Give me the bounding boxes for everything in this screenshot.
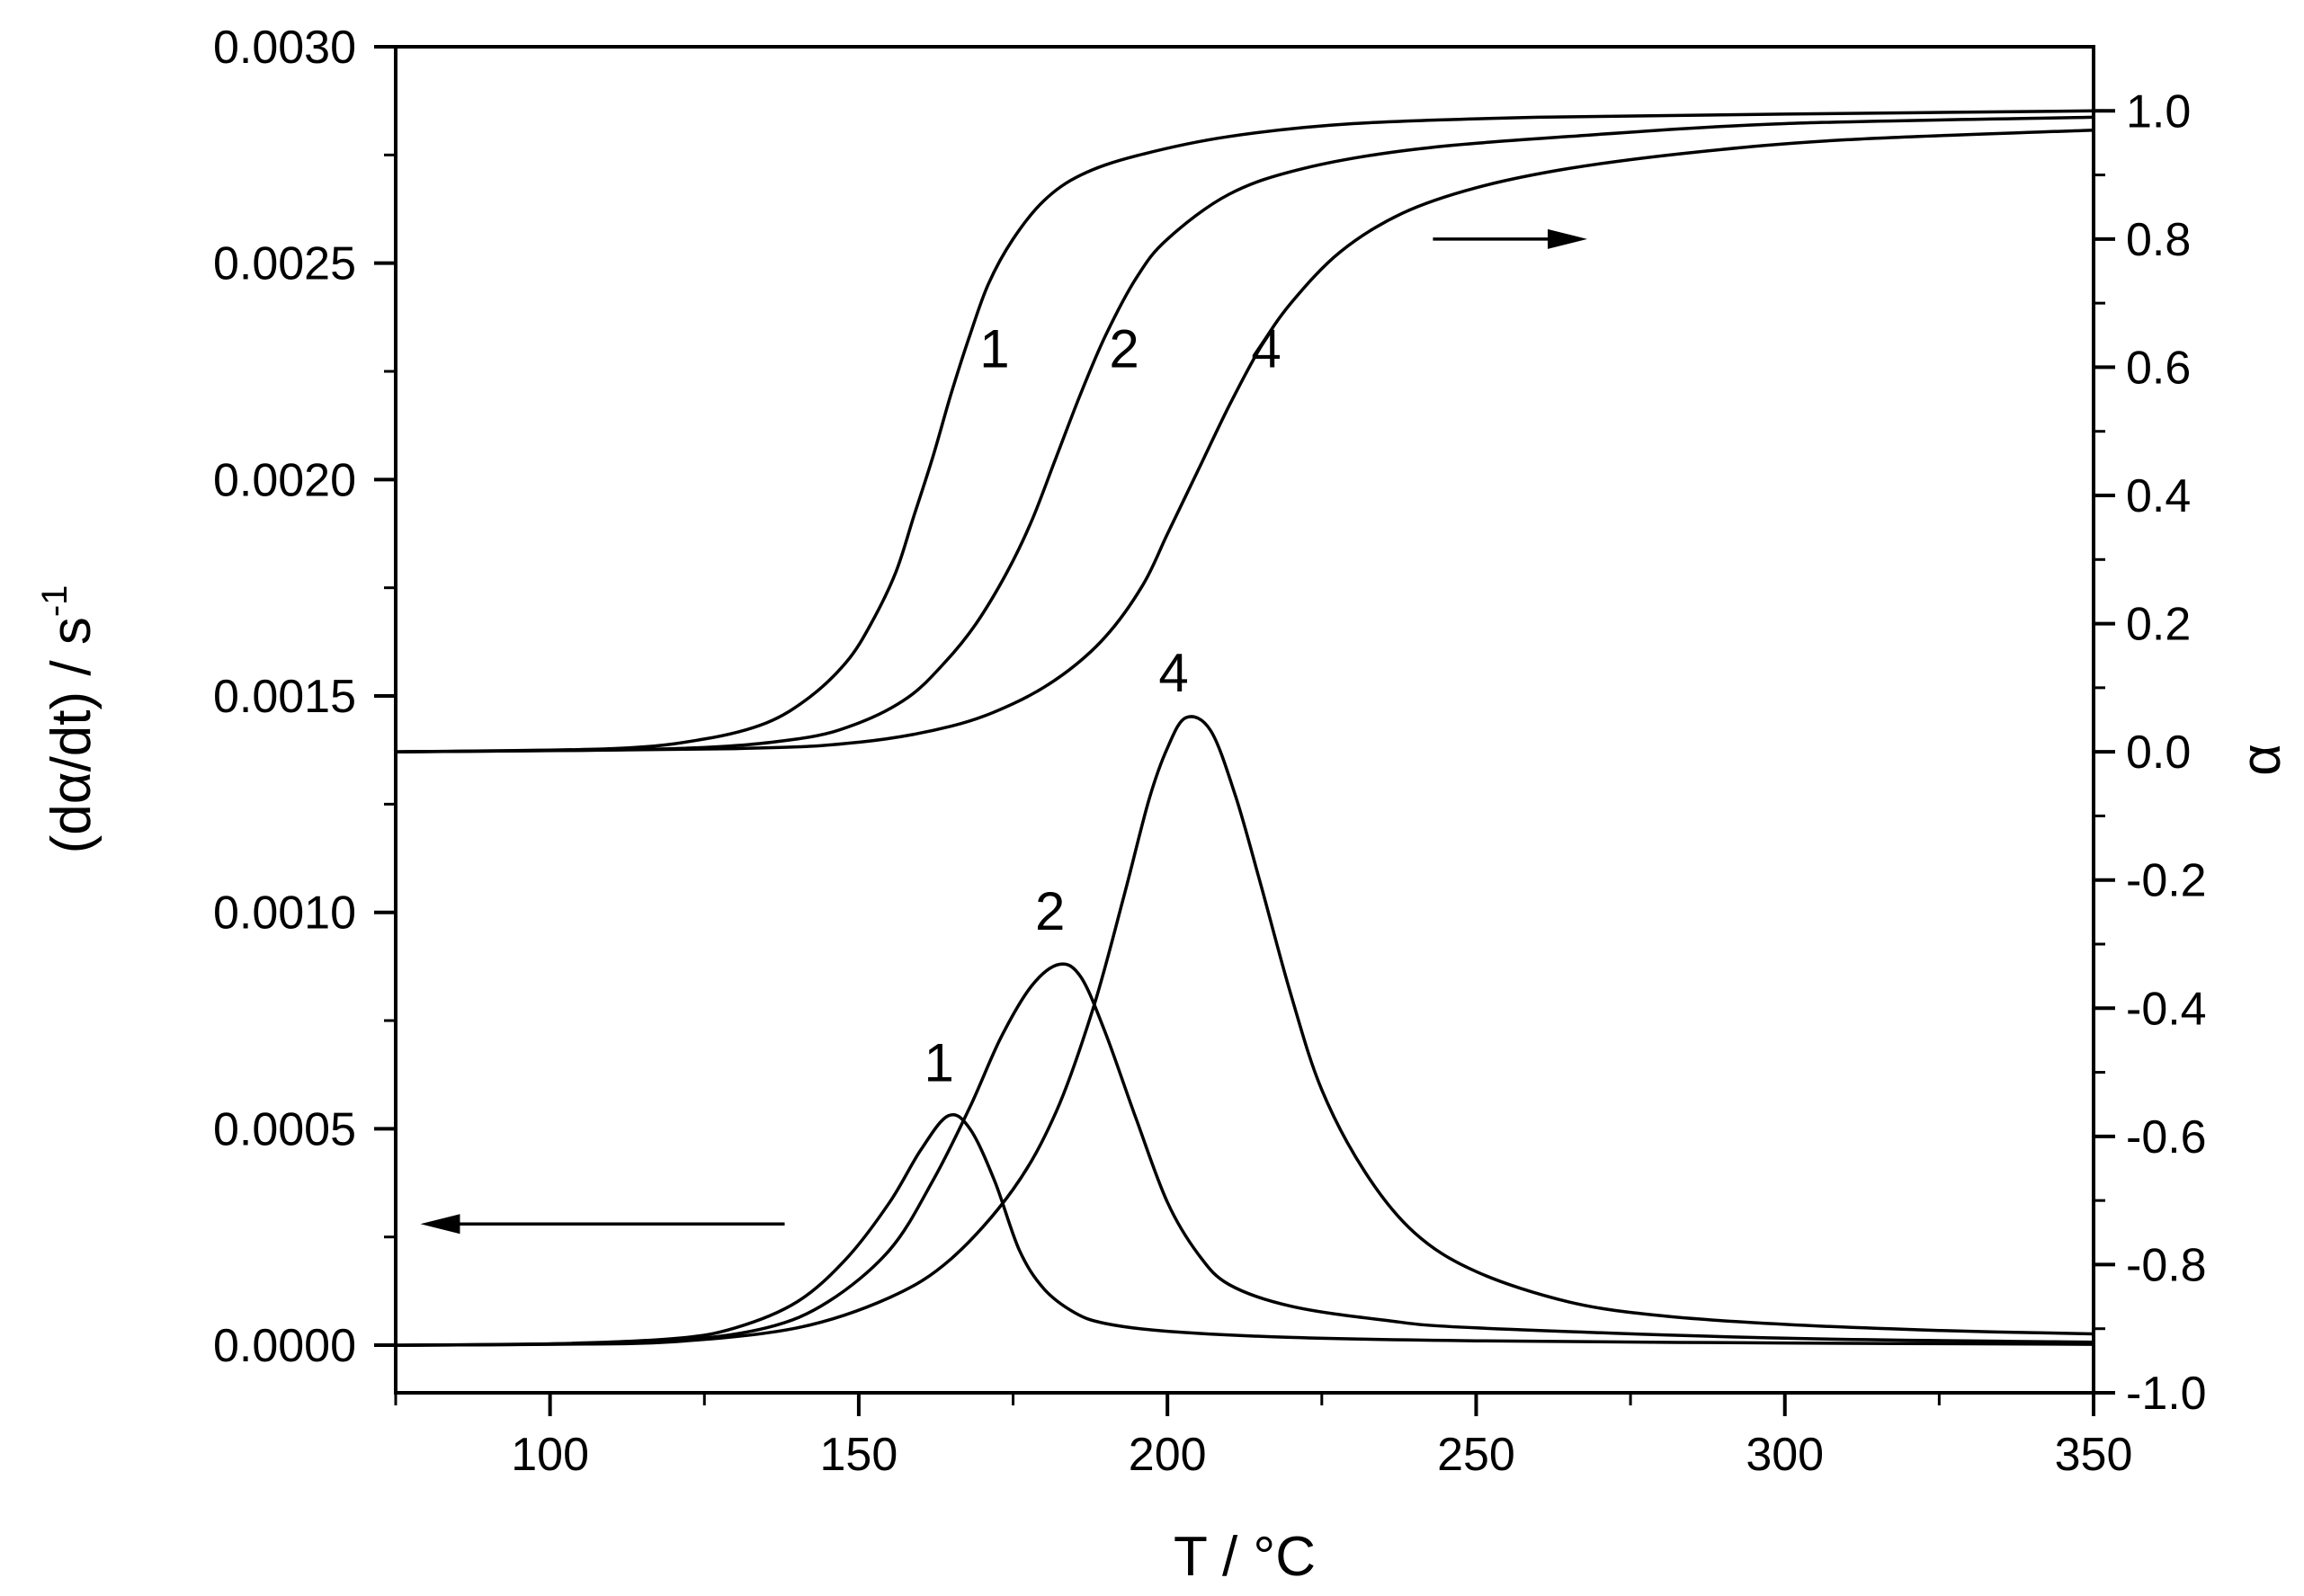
y-left-axis-title-main: (dα/dt) / s xyxy=(40,617,103,853)
plot-frame xyxy=(394,45,2095,1395)
alpha-series-2 xyxy=(395,115,2094,753)
x-tick-label: 100 xyxy=(511,1429,589,1481)
x-tick-label: 350 xyxy=(2055,1429,2133,1481)
y-right-axis-title: α xyxy=(2230,744,2292,776)
ticks-layer: 100 150 200 250 300 3500.00000.00050.00100.00… xyxy=(213,22,2207,1481)
alpha-series-1 xyxy=(395,109,2094,753)
y-right-tick-label: 0.4 xyxy=(2126,470,2191,522)
rate-series-2 xyxy=(395,962,2094,1347)
y-left-tick-label: 0.0020 xyxy=(213,454,356,506)
y-right-tick-label: 0.2 xyxy=(2126,599,2191,651)
curve-label-left-4: 4 xyxy=(1158,643,1188,703)
x-tick-label: 250 xyxy=(1437,1429,1515,1481)
y-left-tick-label: 0.0030 xyxy=(213,22,356,74)
arrow-to-left-axis-head xyxy=(420,1214,460,1235)
y-right-tick-label: 0.0 xyxy=(2126,727,2191,779)
rate-series-1 xyxy=(395,1113,2094,1347)
alpha-series-4 xyxy=(395,128,2094,753)
y-left-tick-label: 0.0015 xyxy=(213,671,356,723)
y-right-tick-label: 1.0 xyxy=(2126,85,2191,138)
y-right-tick-label: -0.2 xyxy=(2126,855,2207,907)
x-tick-label: 300 xyxy=(1746,1429,1824,1481)
arrow-to-right-axis-head xyxy=(1548,228,1588,249)
x-tick-label: 200 xyxy=(1129,1429,1207,1481)
curve-label-right-2: 2 xyxy=(1109,318,1139,379)
y-left-axis-title: (dα/dt) / s-1 xyxy=(35,585,103,854)
y-left-axis-title-superscript: -1 xyxy=(35,585,75,618)
y-left-tick-label: 0.0005 xyxy=(213,1103,356,1155)
x-tick-label: 150 xyxy=(820,1429,898,1481)
y-left-tick-label: 0.0000 xyxy=(213,1320,356,1372)
series-layer xyxy=(395,109,2094,1347)
y-left-tick-label: 0.0010 xyxy=(213,887,356,940)
y-right-tick-label: -0.8 xyxy=(2126,1239,2207,1291)
curve-label-right-1: 1 xyxy=(979,318,1009,379)
y-right-tick-label: 0.8 xyxy=(2126,214,2191,266)
curve-label-right-4: 4 xyxy=(1251,318,1281,379)
y-right-tick-label: -0.4 xyxy=(2126,983,2207,1035)
x-axis-title: T / °C xyxy=(1174,1526,1316,1588)
y-right-tick-label: -0.6 xyxy=(2126,1111,2207,1164)
y-right-tick-label: -1.0 xyxy=(2126,1368,2207,1420)
annotation-layer: 1 2 4 1 2 4 xyxy=(420,228,1588,1235)
rate-series-4 xyxy=(395,715,2094,1347)
y-left-tick-label: 0.0025 xyxy=(213,238,356,290)
y-right-tick-label: 0.6 xyxy=(2126,342,2191,394)
curve-label-left-1: 1 xyxy=(924,1032,953,1092)
curve-label-left-2: 2 xyxy=(1035,881,1065,941)
